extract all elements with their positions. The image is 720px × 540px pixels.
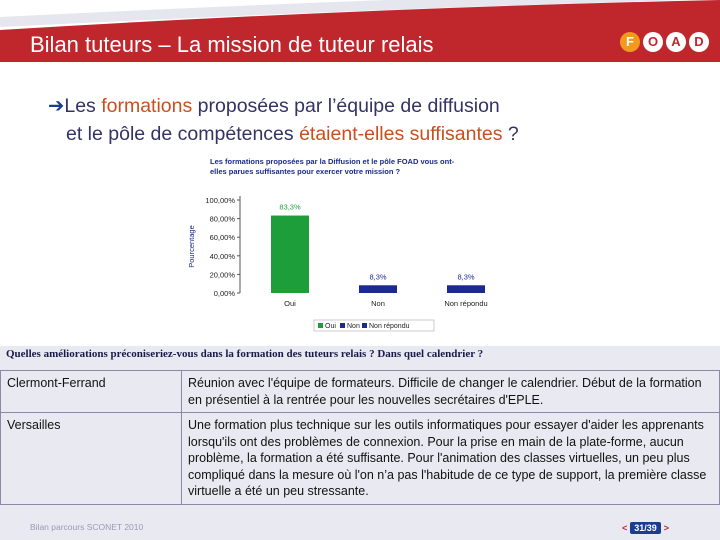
logo-letter-a: A [666,32,686,52]
legend-swatch [318,323,323,328]
legend-box [313,319,435,332]
y-tick-label: 60,00% [210,233,236,242]
y-tick-label: 80,00% [210,215,236,224]
bar-data-label: 8,3% [369,272,386,281]
question-text: ➔Les formations proposées par l’équipe d… [48,92,708,148]
legend-label: Oui [325,323,336,330]
y-tick-label: 0,00% [214,289,236,298]
header-banner: Bilan tuteurs – La mission de tuteur rel… [0,0,720,62]
responses-table: Clermont-Ferrand Réunion avec l'équipe d… [0,370,720,505]
legend-label: Non [347,323,360,330]
arrow-icon: ➔ [48,95,65,117]
foad-logo: F O A D [620,32,709,52]
response-cell: Réunion avec l'équipe de formateurs. Dif… [181,370,720,413]
bar-data-label: 83,3% [279,203,301,212]
question-highlight: formations [101,95,193,117]
header-background [0,0,720,62]
y-axis-label: Pourcentage [187,225,196,268]
bar-data-label: 8,3% [457,272,474,281]
prev-arrow-icon[interactable]: < [622,523,628,533]
bar [271,215,309,293]
table-row: Clermont-Ferrand Réunion avec l'équipe d… [0,370,720,413]
question-part: proposées par l’équipe de diffusion [192,95,500,117]
chart-title-line: elles parues suffisantes pour exercer vo… [210,167,400,176]
footer-caption: Bilan parcours SCONET 2010 [30,522,144,532]
legend-label: Non répondu [369,323,410,330]
question-part: ? [502,123,519,145]
table-row: Versailles Une formation plus technique … [0,412,720,505]
bar [359,285,397,293]
slide-title: Bilan tuteurs – La mission de tuteur rel… [30,32,434,57]
y-tick-label: 40,00% [210,252,236,261]
page-navigator: < 31/39 > [622,522,669,534]
x-tick-label: Oui [284,299,296,308]
legend-swatch [362,323,367,328]
chart-title-line: Les formations proposées par la Diffusio… [210,157,455,166]
bar [447,285,485,293]
panel-question: Quelles améliorations préconiseriez-vous… [6,348,484,360]
y-tick-label: 100,00% [205,196,235,205]
question-part: et le pôle de compétences [66,123,300,145]
chart-svg: Les formations proposées par la Diffusio… [187,157,488,332]
response-cell: Une formation plus technique sur les out… [181,412,720,505]
city-cell: Versailles [0,412,182,505]
page-number: 31/39 [630,522,661,534]
logo-letter-f: F [620,32,640,52]
x-tick-label: Non répondu [444,299,487,308]
city-cell: Clermont-Ferrand [0,370,182,413]
next-arrow-icon[interactable]: > [663,523,670,533]
question-part: Les [64,95,102,117]
bar-chart: Les formations proposées par la Diffusio… [180,152,502,338]
question-highlight: étaient-elles suffisantes [299,123,503,145]
y-tick-label: 20,00% [210,270,236,279]
x-tick-label: Non [371,299,385,308]
logo-letter-o: O [643,32,663,52]
logo-letter-d: D [689,32,709,52]
legend-swatch [340,323,345,328]
